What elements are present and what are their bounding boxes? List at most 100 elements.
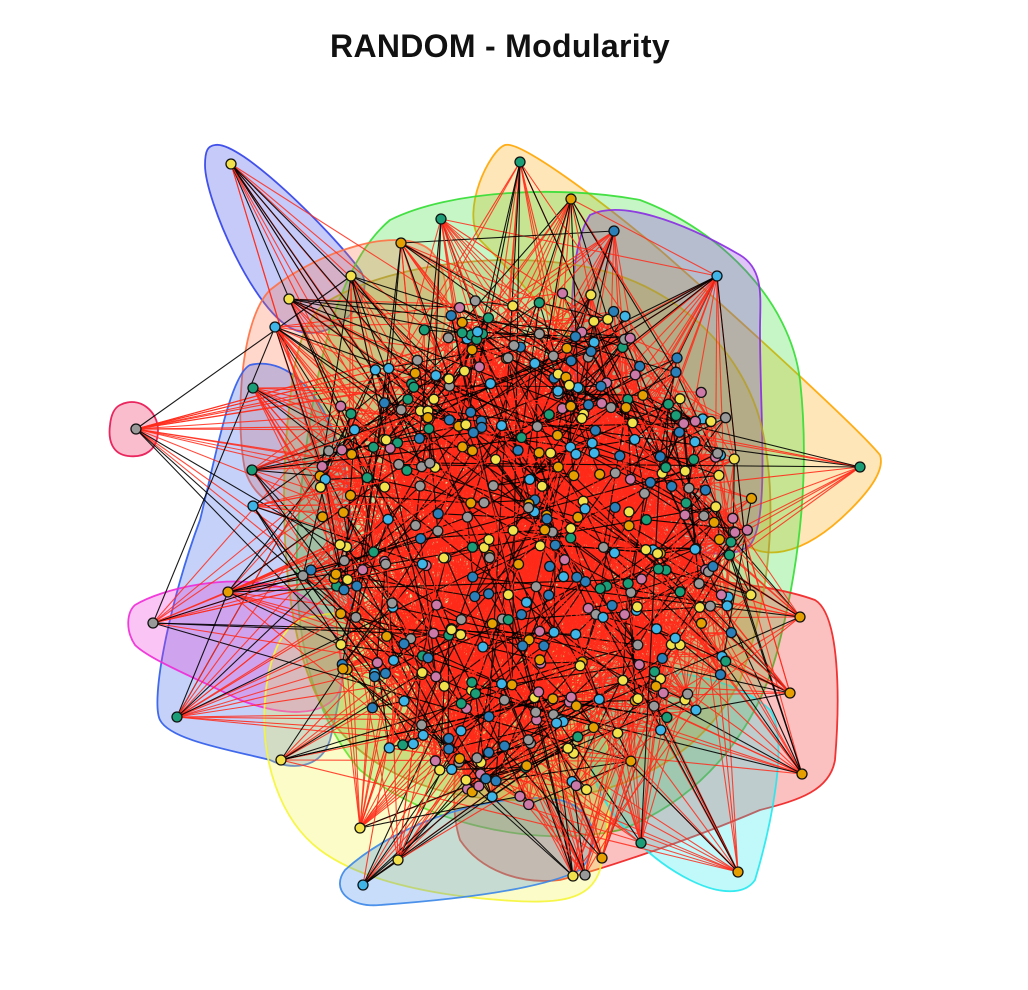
network-node <box>557 571 570 583</box>
network-edge <box>629 337 717 458</box>
network-edge <box>537 422 684 428</box>
network-node <box>418 324 430 336</box>
network-node <box>443 373 455 385</box>
network-edge <box>135 428 355 431</box>
network-node <box>565 355 577 367</box>
network-node <box>602 313 614 325</box>
network-edge <box>319 230 615 477</box>
network-node <box>507 524 519 537</box>
network-node <box>552 385 564 397</box>
network-edge <box>465 779 574 877</box>
network-edge <box>350 275 572 529</box>
network-node <box>632 639 644 651</box>
network-node <box>523 798 535 811</box>
network-edge <box>252 387 550 596</box>
network-edge <box>507 357 555 379</box>
network-node <box>495 419 508 432</box>
network-node <box>597 541 610 553</box>
network-edge <box>176 595 476 718</box>
network-node <box>416 719 428 731</box>
network-node <box>455 629 467 641</box>
network-edge <box>362 765 528 886</box>
network-node <box>512 444 524 456</box>
network-edge <box>491 796 739 873</box>
network-node <box>585 345 597 358</box>
network-node <box>588 315 600 327</box>
network-node <box>571 571 583 583</box>
network-edge <box>345 439 385 547</box>
network-node <box>434 764 446 776</box>
network-node <box>567 870 579 882</box>
network-edge <box>586 616 801 791</box>
network-edge <box>400 230 615 244</box>
network-edge <box>384 402 861 468</box>
network-node <box>565 532 577 544</box>
network-node <box>456 316 468 329</box>
network-edge <box>582 500 791 694</box>
network-node <box>704 600 716 612</box>
network-node <box>673 426 685 438</box>
network-node <box>465 497 477 509</box>
network-node <box>416 558 429 570</box>
network-edge <box>481 426 519 451</box>
network-edge <box>429 462 861 468</box>
network-edge <box>586 789 739 873</box>
network-node <box>461 511 474 523</box>
network-node <box>443 414 456 426</box>
network-node <box>466 344 478 356</box>
network-node <box>514 790 526 802</box>
network-edge <box>582 501 639 699</box>
network-node <box>483 710 495 723</box>
network-node <box>606 599 618 612</box>
network-node <box>565 400 577 412</box>
network-node <box>336 444 348 456</box>
network-node <box>498 740 511 752</box>
network-node <box>338 555 350 567</box>
network-node <box>623 506 635 518</box>
network-edge <box>627 582 801 618</box>
network-node <box>582 399 595 411</box>
network-edge <box>251 405 342 471</box>
network-node <box>297 570 309 582</box>
network-node <box>732 866 744 878</box>
network-node <box>689 543 701 555</box>
network-node <box>551 429 564 441</box>
network-node <box>478 497 490 509</box>
network-edge <box>321 516 335 579</box>
network-edge <box>495 760 631 782</box>
network-edge <box>482 333 536 364</box>
network-node <box>550 717 563 729</box>
network-node <box>490 775 502 787</box>
network-node <box>633 659 645 671</box>
network-node <box>427 627 440 639</box>
network-node <box>469 687 482 700</box>
network-node <box>547 350 560 362</box>
network-node <box>654 450 666 463</box>
network-node <box>335 400 347 412</box>
network-node <box>422 411 434 424</box>
network-edge <box>397 705 655 861</box>
network-edge <box>362 630 541 886</box>
network-edge <box>319 475 468 518</box>
network-node <box>745 589 757 601</box>
network-edge <box>708 571 752 596</box>
network-edge <box>630 565 714 594</box>
network-node <box>424 457 436 469</box>
network-edge <box>251 410 429 471</box>
network-node <box>429 755 442 767</box>
network-node <box>609 467 621 479</box>
network-node <box>507 300 519 312</box>
network-edge <box>135 428 375 677</box>
network-node <box>727 512 739 524</box>
network-edge <box>606 382 636 440</box>
network-node <box>629 369 641 381</box>
network-node <box>714 668 727 681</box>
network-edge <box>274 326 701 608</box>
network-node <box>246 464 258 476</box>
network-node <box>395 237 407 249</box>
network-edge <box>571 781 586 876</box>
network-edge <box>570 198 718 277</box>
network-edge <box>346 546 460 763</box>
network-node <box>574 660 586 672</box>
